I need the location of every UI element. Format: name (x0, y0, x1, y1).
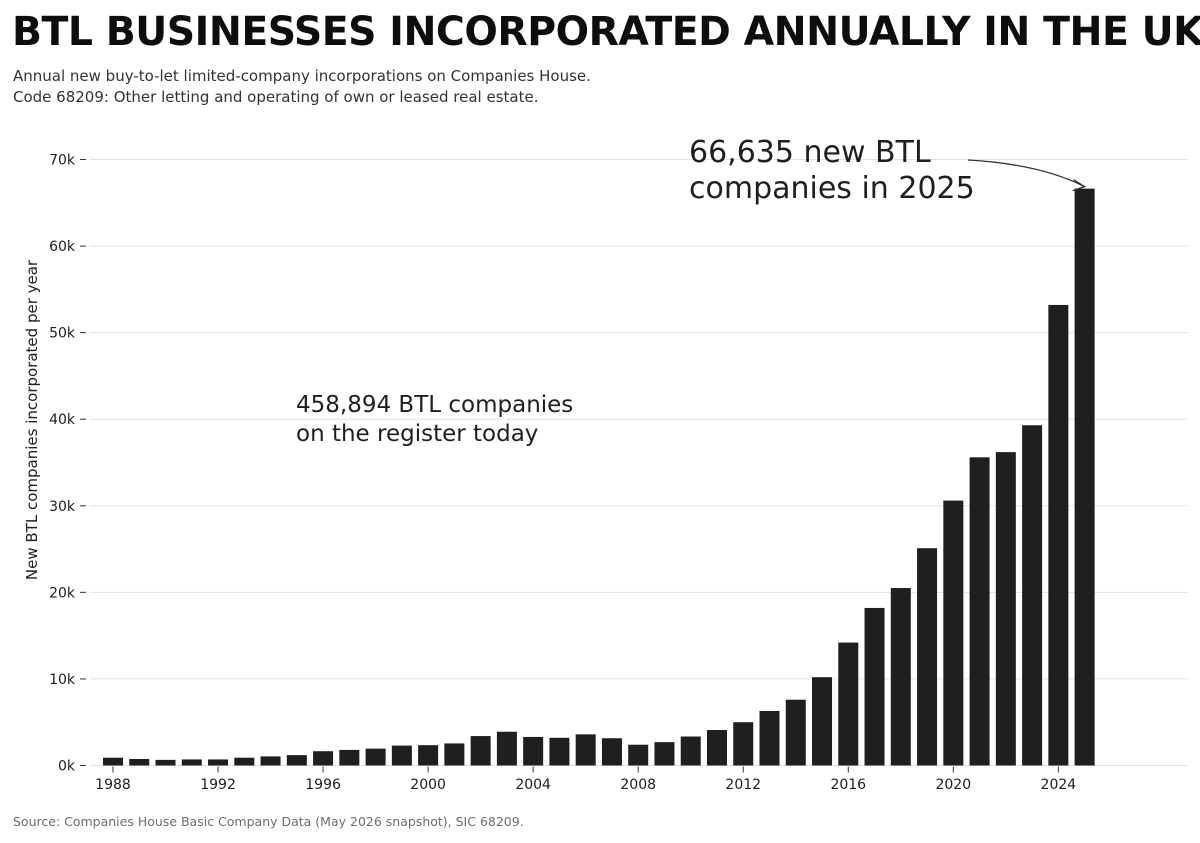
chart-title: BTL BUSINESSES INCORPORATED ANNUALLY IN … (12, 9, 1200, 55)
bar-2010 (680, 736, 701, 766)
bar-1992 (208, 759, 229, 766)
bar-1990 (155, 759, 176, 766)
bar-2021 (969, 457, 990, 766)
x-axis: 1988 1992 1996 2000 2004 2008 2012 2016 2020 2024 (95, 766, 1077, 793)
x-tick-label: 2012 (725, 777, 761, 793)
bar-2004 (523, 736, 544, 766)
bar-1989 (129, 759, 150, 766)
subtitle-line-1: Annual new buy-to-let limited-company in… (13, 67, 591, 85)
bar-2001 (444, 743, 465, 766)
y-tick-label: 40k (49, 412, 76, 428)
bar-2018 (890, 588, 911, 766)
y-axis-label: New BTL companies incorporated per year (23, 259, 41, 580)
bar-2014 (785, 699, 806, 766)
x-tick-label: 1992 (200, 777, 236, 793)
bars (103, 188, 1095, 766)
annotation-arrow (967, 159, 1085, 188)
y-tick-label: 60k (49, 239, 76, 255)
annotation-line: 458,894 BTL companies (296, 392, 573, 418)
bar-2006 (575, 734, 596, 766)
bar-2019 (917, 548, 938, 766)
bar-1993 (234, 757, 255, 766)
bar-2024 (1048, 304, 1069, 766)
x-tick-label: 2020 (935, 777, 971, 793)
bar-2012 (733, 722, 754, 766)
annotation-arrowhead (1072, 179, 1087, 192)
bar-2005 (549, 737, 570, 766)
bar-2023 (1022, 425, 1043, 766)
x-tick-label: 1988 (95, 777, 131, 793)
bar-2013 (759, 710, 780, 766)
annotation-line: companies in 2025 (689, 171, 975, 206)
bar-2022 (995, 452, 1016, 766)
x-tick-label: 2000 (410, 777, 446, 793)
bar-1997 (339, 749, 360, 766)
y-tick-label: 30k (49, 499, 76, 515)
bar-1998 (365, 748, 386, 766)
bar-1995 (286, 755, 307, 766)
x-tick-label: 2008 (620, 777, 656, 793)
bar-2003 (496, 731, 517, 766)
bar-2011 (706, 730, 727, 766)
x-tick-label: 2016 (830, 777, 866, 793)
bar-1999 (391, 745, 412, 766)
annotation-line: on the register today (296, 421, 538, 447)
source-note: Source: Companies House Basic Company Da… (13, 814, 524, 829)
bar-2009 (654, 742, 675, 766)
bar-2017 (864, 607, 885, 766)
x-tick-label: 2024 (1041, 777, 1077, 793)
chart-subtitle: Annual new buy-to-let limited-company in… (13, 66, 591, 108)
bar-2020 (943, 500, 964, 766)
bar-2015 (812, 677, 833, 766)
y-tick-label: 0k (58, 759, 76, 775)
bar-2008 (628, 744, 649, 766)
y-tick-label: 10k (49, 672, 76, 688)
y-tick-label: 50k (49, 326, 76, 342)
annotation-line: 66,635 new BTL (689, 135, 931, 170)
y-tick-label: 70k (49, 153, 76, 169)
bar-2002 (470, 736, 491, 766)
y-tick-label: 20k (49, 585, 76, 601)
subtitle-line-2: Code 68209: Other letting and operating … (13, 88, 539, 106)
bar-1991 (181, 759, 202, 766)
bar-2016 (838, 642, 859, 766)
x-tick-label: 1996 (305, 777, 341, 793)
bar-1996 (313, 751, 334, 766)
annotations: 66,635 new BTL companies in 2025 458,894 B… (296, 135, 1087, 447)
bar-1994 (260, 756, 281, 766)
annotation-register-total: 458,894 BTL companies on the register tod… (296, 392, 573, 447)
bar-2007 (601, 738, 622, 766)
annotation-2025: 66,635 new BTL companies in 2025 (689, 135, 975, 206)
bar-2025 (1074, 188, 1095, 766)
x-tick-label: 2004 (515, 777, 551, 793)
bar-1988 (103, 757, 123, 766)
y-axis: 0k 10k 20k 30k 40k 50k 60k 70k (49, 153, 86, 775)
bar-2000 (418, 745, 439, 766)
